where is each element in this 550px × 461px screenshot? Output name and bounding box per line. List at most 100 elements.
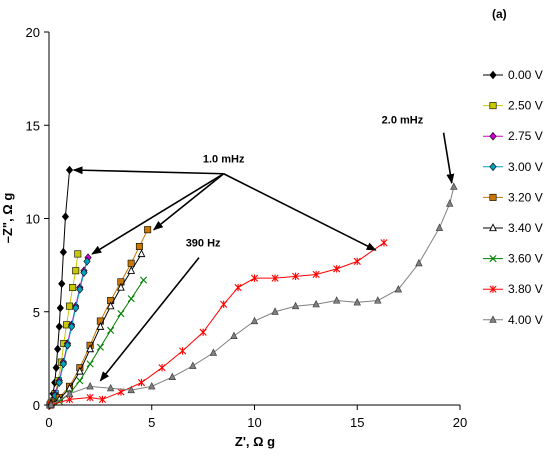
data-point [137,378,146,387]
data-point [116,282,125,291]
data-point [65,389,74,397]
data-point [65,165,74,175]
data-point [96,321,105,330]
legend-marker [489,70,497,80]
data-point [117,310,125,318]
data-point [96,343,104,351]
marker-stroke [107,326,115,334]
x-tick-label: 10 [247,415,261,430]
data-point [107,326,115,334]
data-point [69,284,77,292]
x-tick-label: 20 [453,415,467,430]
x-tick-label: 5 [148,415,155,430]
data-point [56,303,64,313]
data-point [52,363,60,372]
legend-item: 4.00 V [483,313,543,327]
series-line [50,253,142,404]
series-3-00-v [47,257,91,408]
data-point [312,270,320,279]
data-point [199,328,207,336]
data-point [435,223,444,231]
annotation-label: 2.0 mHz [382,114,424,126]
marker-stroke [86,360,94,368]
series-2-50-v [46,250,82,409]
series-line [50,186,455,406]
data-point [333,296,341,304]
data-point [291,301,300,310]
data-point [292,272,300,281]
legend-marker [489,255,497,263]
data-point [137,249,146,258]
data-point [76,285,84,294]
data-point [139,276,148,284]
data-point [148,381,156,390]
legend-label: 3.60 V [508,252,543,266]
annotation-label: 1.0 mHz [203,154,245,166]
y-tick-label: 5 [33,305,40,320]
data-point [353,257,361,266]
data-point [209,348,218,356]
data-point [127,385,135,394]
data-point [75,366,84,375]
legend-item: 3.00 V [483,160,543,174]
data-point [55,378,63,387]
series-4-00-v [47,182,458,409]
data-point [47,400,55,409]
annotation-arrow [153,173,225,231]
annotation-arrow [442,132,455,185]
x-axis-label: Z', Ω g [235,434,275,449]
data-point [106,301,115,310]
annotation-arrow [223,173,377,251]
data-point [76,377,84,385]
data-point [144,226,152,234]
data-point [86,344,95,353]
legend-label: 3.20 V [508,190,543,204]
legend-label: 0.00 V [508,68,543,82]
legend-marker [489,285,497,293]
data-point [380,239,388,247]
legend-label: 3.80 V [508,282,543,296]
marker-stroke [76,377,84,385]
legend-marker [489,193,497,201]
marker-stroke [139,276,148,284]
marker-stroke [96,343,104,351]
y-tick-label: 10 [26,212,40,227]
data-point [374,296,382,304]
annotation-arrow [91,173,225,255]
y-tick-label: 15 [26,118,40,133]
data-point [106,383,115,392]
data-point [127,295,135,303]
data-point [72,267,80,275]
data-point [54,344,62,354]
data-point [59,359,67,369]
y-tick-label: 20 [26,25,40,40]
annotation-arrow [99,257,200,382]
panel-label: (a) [492,7,507,21]
data-point [250,316,259,325]
legend-marker [489,131,497,141]
data-point [86,360,94,368]
data-point [59,247,67,257]
annotation-label: 390 Hz [186,237,221,249]
legend-item: 3.20 V [483,190,543,204]
data-point [250,274,259,282]
x-tick-label: 15 [350,415,364,430]
data-point [271,307,279,315]
data-point [72,303,80,313]
data-point [158,364,166,372]
x-tick-label: 0 [45,415,52,430]
data-point [127,259,135,267]
data-point [68,322,76,331]
legend-marker [489,223,497,232]
data-point [86,381,94,390]
data-point [66,302,74,310]
legend-item: 3.40 V [483,221,543,235]
data-point [168,372,176,381]
legend-label: 2.75 V [508,129,543,143]
data-point [415,258,423,267]
legend-item: 0.00 V [483,68,543,82]
data-point [58,279,66,289]
data-point [74,250,82,258]
